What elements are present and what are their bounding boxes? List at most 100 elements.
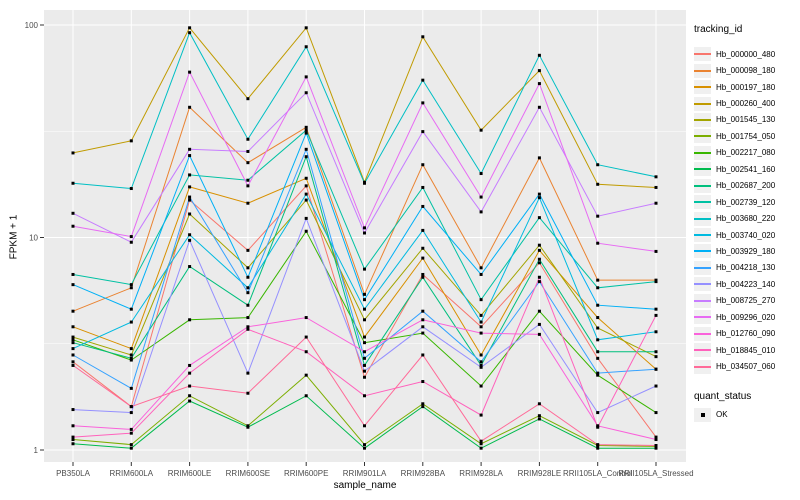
legend-key-line <box>694 266 711 269</box>
data-point <box>363 443 366 447</box>
data-point <box>537 332 541 336</box>
data-point <box>537 280 541 284</box>
data-point <box>188 212 192 216</box>
legend-item: Hb_004218_130 <box>694 260 798 276</box>
data-point <box>537 414 541 418</box>
data-point <box>654 249 658 253</box>
data-point <box>479 363 483 367</box>
legend-item-label: Hb_008725_270 <box>716 296 776 306</box>
data-point <box>71 283 75 287</box>
data-point <box>363 231 366 235</box>
legend-key-swatch <box>694 343 711 358</box>
legend-item-label: Hb_001754_050 <box>716 131 776 141</box>
legend-key-swatch <box>694 211 711 226</box>
data-point <box>596 303 600 307</box>
data-point <box>363 307 366 311</box>
legend-key-swatch <box>694 407 711 422</box>
data-point <box>421 275 425 279</box>
legend-item-label: Hb_004223_140 <box>716 279 776 289</box>
data-point <box>188 105 192 109</box>
x-tick-label: RRIM928BA <box>401 469 446 478</box>
data-point <box>246 184 250 188</box>
data-point <box>421 309 425 313</box>
data-point <box>304 216 308 220</box>
data-point <box>363 394 366 398</box>
data-point <box>129 358 133 362</box>
legend-item: Hb_003929_180 <box>694 243 798 259</box>
quant-status-items: OK <box>694 407 798 423</box>
data-point <box>479 128 483 132</box>
data-point <box>537 216 541 220</box>
data-point <box>596 356 600 360</box>
data-point <box>479 353 483 357</box>
data-point <box>596 411 600 415</box>
legend-key-line <box>694 365 711 368</box>
data-point <box>537 257 541 261</box>
data-point <box>596 350 600 354</box>
data-point <box>479 360 483 364</box>
data-point <box>129 431 133 435</box>
legend-key-swatch <box>694 63 711 78</box>
legend-key-line <box>694 118 711 121</box>
legend: tracking_id Hb_000000_480 Hb_000098_180 Hb… <box>694 24 798 423</box>
data-point <box>71 442 75 446</box>
data-point <box>537 248 541 252</box>
data-point <box>363 350 366 354</box>
legend-key-swatch <box>694 80 711 95</box>
data-point <box>596 214 600 218</box>
legend-item-label: Hb_000098_180 <box>716 66 776 76</box>
legend-key-swatch <box>694 260 711 275</box>
legend-item: Hb_004223_140 <box>694 276 798 292</box>
legend-item-label: Hb_000260_400 <box>716 99 776 109</box>
data-point <box>654 438 658 442</box>
data-point <box>654 411 658 415</box>
data-point <box>129 307 133 311</box>
data-point <box>479 210 483 214</box>
data-point <box>421 204 425 208</box>
legend-item: Hb_002541_160 <box>694 161 798 177</box>
data-point <box>596 241 600 245</box>
data-point <box>246 316 250 320</box>
data-point <box>188 318 192 322</box>
data-point <box>71 363 75 367</box>
data-point <box>654 435 658 439</box>
legend-key-line <box>694 332 711 335</box>
data-point <box>188 371 192 375</box>
data-point <box>421 380 425 384</box>
data-point <box>129 139 133 143</box>
legend-item-label: Hb_000000_480 <box>716 49 776 59</box>
data-point <box>304 131 308 135</box>
data-point <box>304 26 308 30</box>
data-point <box>188 185 192 189</box>
data-point <box>129 320 133 324</box>
data-point <box>246 178 250 182</box>
y-tick-label: 10 <box>29 234 38 243</box>
data-point <box>304 394 308 398</box>
data-point <box>363 181 366 185</box>
legend-key-line <box>694 184 711 187</box>
x-tick-label: RRIM928LA <box>459 469 503 478</box>
data-point <box>188 31 192 35</box>
data-point <box>71 338 75 342</box>
data-point <box>479 272 483 276</box>
data-point <box>421 35 425 39</box>
data-point <box>71 272 75 276</box>
legend-key-swatch <box>694 162 711 177</box>
legend-key-swatch <box>694 47 711 62</box>
x-tick-label: RRIM928LE <box>518 469 562 478</box>
legend-item: Hb_000260_400 <box>694 95 798 111</box>
data-point <box>654 330 658 334</box>
data-point <box>246 149 250 153</box>
legend-title-tracking-id: tracking_id <box>694 24 743 35</box>
data-point <box>129 356 133 360</box>
legend-item-label: Hb_003929_180 <box>716 246 776 256</box>
data-point <box>363 335 366 339</box>
data-point <box>537 69 541 73</box>
legend-item: Hb_003680_220 <box>694 210 798 226</box>
data-point <box>654 201 658 205</box>
data-point <box>479 195 483 199</box>
legend-item-label: Hb_004218_130 <box>716 263 776 273</box>
data-point <box>421 185 425 189</box>
legend-item-label: Hb_034507_060 <box>716 362 776 372</box>
